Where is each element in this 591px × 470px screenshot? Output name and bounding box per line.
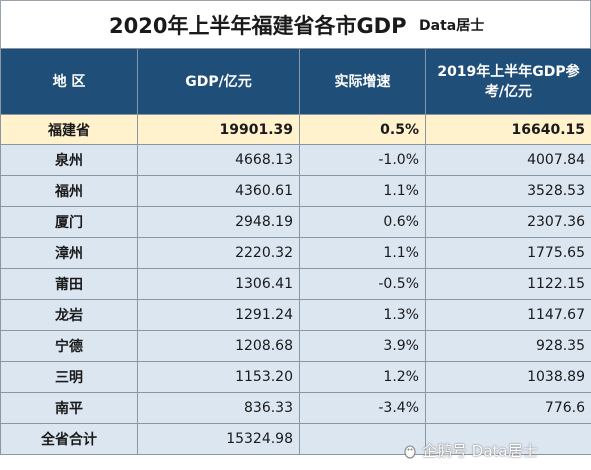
- table-row: 龙岩 1291.24 1.3% 1147.67: [0, 299, 591, 331]
- cell-gdp[interactable]: 1153.20: [137, 361, 300, 393]
- cell-growth[interactable]: 1.3%: [299, 299, 426, 331]
- cell-region[interactable]: 莆田: [0, 268, 138, 300]
- header-ref2019[interactable]: 2019年上半年GDP参考/亿元: [425, 48, 591, 115]
- cell-gdp[interactable]: 1291.24: [137, 299, 300, 331]
- cell-region[interactable]: 泉州: [0, 144, 138, 176]
- cell-growth[interactable]: 0.6%: [299, 206, 426, 238]
- cell-ref2019[interactable]: 1147.67: [425, 299, 591, 331]
- gdp-table: 地 区 GDP/亿元 实际增速 2019年上半年GDP参考/亿元 福建省 199…: [0, 48, 591, 455]
- table-row: 福州 4360.61 1.1% 3528.53: [0, 175, 591, 207]
- title-bar: 2020年上半年福建省各市GDP Data居士: [0, 0, 591, 49]
- cell-region[interactable]: 福州: [0, 175, 138, 207]
- cell-ref2019[interactable]: 1775.65: [425, 237, 591, 269]
- cell-region[interactable]: 龙岩: [0, 299, 138, 331]
- table-row: 莆田 1306.41 -0.5% 1122.15: [0, 268, 591, 300]
- table-row: 三明 1153.20 1.2% 1038.89: [0, 361, 591, 393]
- cell-gdp[interactable]: 4360.61: [137, 175, 300, 207]
- total-row: 全省合计 15324.98: [0, 423, 591, 455]
- header-row: 地 区 GDP/亿元 实际增速 2019年上半年GDP参考/亿元: [0, 48, 591, 115]
- cell-region[interactable]: 南平: [0, 392, 138, 424]
- cell-region[interactable]: 漳州: [0, 237, 138, 269]
- sheet-title: 2020年上半年福建省各市GDP: [109, 14, 407, 38]
- table-row: 南平 836.33 -3.4% 776.6: [0, 392, 591, 424]
- cell-region[interactable]: 宁德: [0, 330, 138, 362]
- cell-gdp[interactable]: 15324.98: [137, 423, 300, 455]
- cell-region[interactable]: 全省合计: [0, 423, 138, 455]
- cell-growth[interactable]: -1.0%: [299, 144, 426, 176]
- cell-growth[interactable]: 1.1%: [299, 237, 426, 269]
- header-region[interactable]: 地 区: [0, 48, 138, 115]
- cell-gdp[interactable]: 836.33: [137, 392, 300, 424]
- cell-ref2019[interactable]: 928.35: [425, 330, 591, 362]
- cell-growth[interactable]: -0.5%: [299, 268, 426, 300]
- cell-ref2019[interactable]: 16640.15: [425, 114, 591, 145]
- table-row: 漳州 2220.32 1.1% 1775.65: [0, 237, 591, 269]
- watermark: 企鹅号 Data居士: [402, 440, 538, 461]
- cell-ref2019[interactable]: 1038.89: [425, 361, 591, 393]
- cell-ref2019[interactable]: 4007.84: [425, 144, 591, 176]
- cell-gdp[interactable]: 2948.19: [137, 206, 300, 238]
- cell-gdp[interactable]: 19901.39: [137, 114, 300, 145]
- cell-ref2019[interactable]: 1122.15: [425, 268, 591, 300]
- cell-growth[interactable]: [299, 423, 426, 455]
- cell-growth[interactable]: 1.2%: [299, 361, 426, 393]
- cell-growth[interactable]: -3.4%: [299, 392, 426, 424]
- cell-region[interactable]: 三明: [0, 361, 138, 393]
- cell-gdp[interactable]: 1208.68: [137, 330, 300, 362]
- table-row: 宁德 1208.68 3.9% 928.35: [0, 330, 591, 362]
- cell-ref2019[interactable]: [425, 423, 591, 455]
- cell-growth[interactable]: 0.5%: [299, 114, 426, 145]
- header-gdp[interactable]: GDP/亿元: [137, 48, 300, 115]
- table-row: 泉州 4668.13 -1.0% 4007.84: [0, 144, 591, 176]
- province-row: 福建省 19901.39 0.5% 16640.15: [0, 114, 591, 145]
- cell-gdp[interactable]: 4668.13: [137, 144, 300, 176]
- table-row: 厦门 2948.19 0.6% 2307.36: [0, 206, 591, 238]
- watermark-text: 企鹅号 Data居士: [422, 442, 538, 460]
- cell-region[interactable]: 福建省: [0, 114, 138, 145]
- cell-ref2019[interactable]: 3528.53: [425, 175, 591, 207]
- cell-ref2019[interactable]: 776.6: [425, 392, 591, 424]
- penguin-logo-icon: [404, 445, 416, 459]
- cell-ref2019[interactable]: 2307.36: [425, 206, 591, 238]
- sheet-subtitle: Data居士: [419, 18, 485, 34]
- cell-gdp[interactable]: 2220.32: [137, 237, 300, 269]
- cell-growth[interactable]: 3.9%: [299, 330, 426, 362]
- cell-region[interactable]: 厦门: [0, 206, 138, 238]
- cell-growth[interactable]: 1.1%: [299, 175, 426, 207]
- cell-gdp[interactable]: 1306.41: [137, 268, 300, 300]
- header-growth[interactable]: 实际增速: [299, 48, 426, 115]
